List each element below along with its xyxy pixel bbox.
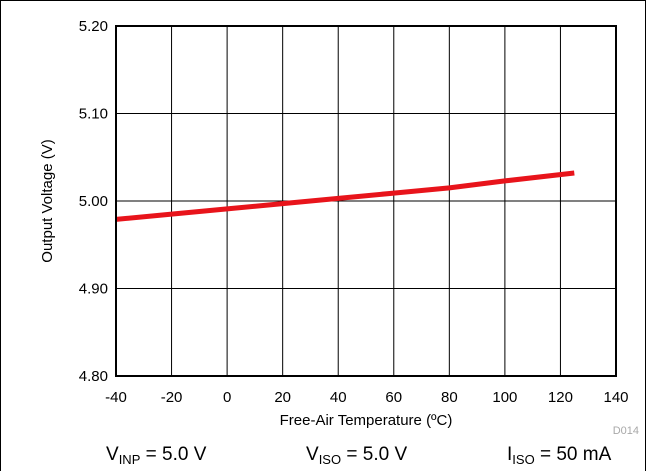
x-axis-label: Free-Air Temperature (ºC) <box>280 412 453 429</box>
condition-viso-value: = 5.0 V <box>341 444 408 465</box>
x-tick-label: 60 <box>385 389 402 406</box>
x-tick-label: -20 <box>161 389 183 406</box>
y-tick-label: 5.00 <box>79 193 108 210</box>
x-tick-label: -40 <box>105 389 127 406</box>
condition-vinp-symbol: V <box>106 444 119 465</box>
plot-area-border <box>115 25 617 377</box>
condition-iiso: IISO = 50 mA <box>507 444 611 467</box>
series-group <box>115 170 575 222</box>
condition-iiso-subscript: ISO <box>512 452 535 467</box>
figure-code: D014 <box>613 425 639 437</box>
x-tick-labels: -40 -20 0 20 40 60 80 100 120 140 <box>105 389 628 406</box>
condition-iiso-symbol: I <box>507 444 513 465</box>
x-tick-label: 20 <box>274 389 291 406</box>
condition-viso-symbol: V <box>306 444 319 465</box>
x-tick-label: 140 <box>603 389 628 406</box>
condition-viso: VISO = 5.0 V <box>306 444 407 467</box>
x-tick-label: 40 <box>330 389 347 406</box>
condition-vinp: VINP = 5.0 V <box>106 444 206 467</box>
x-tick-label: 120 <box>548 389 573 406</box>
condition-viso-subscript: ISO <box>318 452 342 467</box>
grid-lines <box>116 26 616 376</box>
condition-vinp-value: = 5.0 V <box>140 444 207 465</box>
y-tick-label: 5.20 <box>79 18 108 35</box>
condition-iiso-value: = 50 mA <box>534 444 612 465</box>
y-axis-label: Output Voltage (V) <box>39 139 56 262</box>
condition-vinp-subscript: INP <box>118 452 141 467</box>
output-voltage-line <box>115 170 575 222</box>
y-tick-label: 5.10 <box>79 106 108 123</box>
x-tick-label: 80 <box>441 389 458 406</box>
x-tick-label: 0 <box>223 389 231 406</box>
y-tick-label: 4.80 <box>79 368 108 385</box>
y-tick-label: 4.90 <box>79 281 108 298</box>
y-tick-labels: 4.80 4.90 5.00 5.10 5.20 <box>79 18 108 385</box>
x-tick-label: 100 <box>492 389 517 406</box>
